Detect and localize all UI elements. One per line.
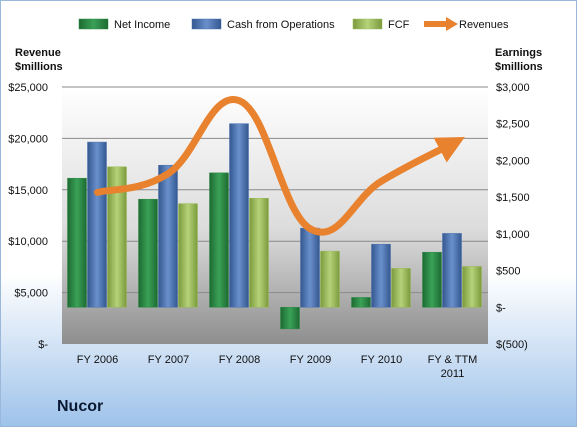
left-tick-label: $- <box>38 339 48 351</box>
category-label: FY 2008 <box>219 354 260 366</box>
legend-swatch-0 <box>78 18 109 30</box>
bar-net-income-2 <box>209 172 229 308</box>
right-tick-label: $2,500 <box>496 119 530 131</box>
bar-net-income-4 <box>351 297 371 308</box>
legend-swatch-1 <box>191 18 222 30</box>
bar-fcf-0 <box>107 166 127 308</box>
bar-net-income-1 <box>138 198 158 308</box>
axis-labels: Revenue $millions Earnings $millions <box>15 47 543 73</box>
category-label: FY 2006 <box>77 354 118 366</box>
right-axis-title: Earnings <box>495 47 542 59</box>
bar-cash-from-operations-3 <box>300 227 320 308</box>
category-label: FY 2007 <box>148 354 189 366</box>
legend-label: Revenues <box>459 19 509 31</box>
bar-cash-from-operations-2 <box>229 123 249 308</box>
bar-fcf-2 <box>249 197 269 308</box>
left-tick-label: $20,000 <box>8 133 48 145</box>
company-name: Nucor <box>57 398 104 415</box>
bar-net-income-3 <box>280 307 300 330</box>
bar-cash-from-operations-0 <box>87 141 107 308</box>
bar-cash-from-operations-1 <box>158 164 178 308</box>
plot-area <box>62 87 488 344</box>
left-tick-label: $10,000 <box>8 236 48 248</box>
right-tick-label: $1,500 <box>496 192 530 204</box>
bar-fcf-1 <box>178 203 198 308</box>
right-tick-label: $2,000 <box>496 155 530 167</box>
left-tick-label: $15,000 <box>8 185 48 197</box>
bar-cash-from-operations-5 <box>442 233 462 308</box>
legend-arrow-3 <box>446 17 458 31</box>
right-tick-label: $500 <box>496 266 520 278</box>
left-tick-label: $5,000 <box>14 288 48 300</box>
bar-cash-from-operations-4 <box>371 243 391 308</box>
left-axis-title: $millions <box>15 61 63 73</box>
bar-net-income-0 <box>67 177 87 308</box>
right-tick-label: $1,000 <box>496 229 530 241</box>
category-label: FY 2010 <box>361 354 402 366</box>
legend-swatch-2 <box>352 18 383 30</box>
tick-labels: $- $5,000 $10,000 $15,000 $20,000 $25,000 $(50… <box>8 82 529 351</box>
legend-label: Net Income <box>114 19 170 31</box>
category-label: FY 2009 <box>290 354 331 366</box>
right-axis-title: $millions <box>495 61 543 73</box>
left-axis-title: Revenue <box>15 47 61 59</box>
legend-label: FCF <box>388 19 410 31</box>
right-tick-label: $(500) <box>496 339 528 351</box>
right-tick-label: $3,000 <box>496 82 530 94</box>
bars <box>67 123 482 330</box>
right-tick-label: $- <box>496 302 506 314</box>
category-labels: FY 2006 FY 2007 FY 2008 FY 2009 FY 2010 FY & … <box>77 354 478 380</box>
bar-fcf-5 <box>462 266 482 308</box>
legend-label: Cash from Operations <box>227 19 335 31</box>
bar-fcf-4 <box>391 268 411 308</box>
category-label: FY & TTM <box>428 354 478 366</box>
left-tick-label: $25,000 <box>8 82 48 94</box>
category-label: 2011 <box>441 368 465 380</box>
revenue-line-layer <box>94 96 465 236</box>
bar-net-income-5 <box>422 251 442 308</box>
bar-fcf-3 <box>320 250 340 308</box>
legend: Net Income Cash from Operations FCF Revenue… <box>78 17 509 31</box>
